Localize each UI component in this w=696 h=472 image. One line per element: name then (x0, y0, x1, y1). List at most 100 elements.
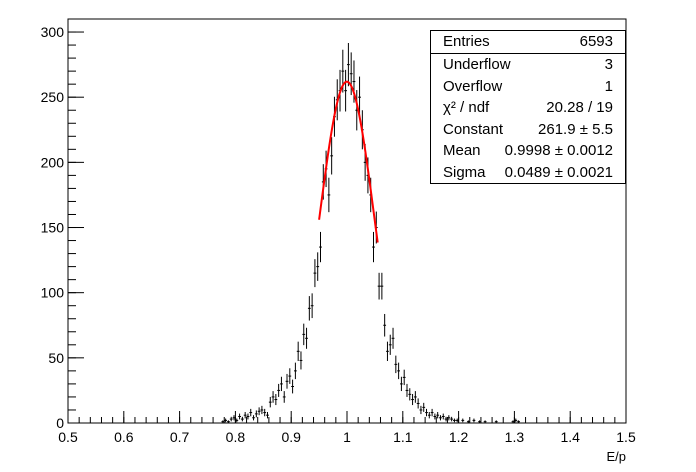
stats-label: Sigma (443, 163, 486, 181)
histogram-point (400, 376, 403, 392)
histogram-point (310, 293, 314, 319)
stats-row-overflow: Overflow 1 (431, 76, 625, 98)
histogram-point (422, 402, 426, 412)
histogram-point (444, 416, 448, 422)
histogram-point (229, 416, 233, 422)
stats-value: 1 (604, 77, 613, 95)
gaussian-fit-curve (318, 80, 379, 243)
x-tick-label: 0.8 (226, 429, 246, 445)
histogram-point (268, 396, 272, 408)
stats-box: Entries 6593 Underflow 3 Overflow 1 χ² /… (430, 30, 626, 184)
histogram-point (240, 416, 244, 422)
histogram-point (221, 420, 225, 423)
histogram-point (402, 369, 406, 386)
stats-label: Underflow (443, 56, 511, 73)
histogram-point (232, 415, 236, 421)
axis-tick-labels: 0.5 0.6 0.7 0.8 0.9 1 1.1 1.2 1.3 1.4 1.5 0 50 100 150… (41, 24, 636, 445)
histogram-point (388, 334, 392, 355)
x-tick-label: 1.4 (560, 429, 580, 445)
histogram-point (511, 420, 515, 423)
histogram-point (397, 362, 401, 380)
histogram-point (439, 415, 442, 421)
histogram-point (441, 413, 445, 420)
histogram-point (296, 341, 300, 361)
histogram-point (243, 411, 247, 419)
histogram-point (478, 420, 481, 423)
histogram-point (302, 323, 306, 346)
histogram-point (453, 418, 456, 423)
histogram-point (327, 177, 331, 213)
histogram-point (483, 420, 487, 423)
histogram-point (450, 416, 454, 422)
y-tick-label: 300 (41, 24, 65, 40)
histogram-point (494, 420, 498, 423)
histogram-point (436, 411, 440, 419)
stats-value: 0.0489 ± 0.0021 (504, 163, 613, 181)
histogram-point (405, 383, 409, 397)
histogram-point (254, 410, 258, 418)
histogram-point (260, 405, 264, 415)
histogram-point (425, 408, 428, 417)
stats-row-entries: Entries 6593 (431, 31, 625, 54)
x-tick-label: 0.6 (114, 429, 134, 445)
histogram-point (347, 43, 350, 87)
histogram-point (277, 383, 281, 397)
stats-value: 6593 (579, 33, 613, 50)
histogram-point (330, 137, 334, 175)
histogram-point (358, 76, 361, 118)
stats-label: χ² / ndf (443, 99, 490, 116)
y-tick-label: 150 (41, 220, 65, 236)
stats-row-sigma: Sigma 0.0489 ± 0.0021 (431, 162, 625, 184)
histogram-point (372, 231, 375, 263)
histogram-point (246, 413, 250, 420)
y-tick-label: 50 (48, 350, 64, 366)
histogram-point (282, 391, 286, 403)
stats-value: 0.9998 ± 0.0012 (504, 142, 613, 159)
stats-value: 261.9 ± 5.5 (538, 120, 613, 138)
histogram-point (394, 355, 398, 374)
histogram-point (319, 231, 322, 263)
stats-row-chi2: χ² / ndf 20.28 / 19 (431, 97, 625, 119)
histogram-point (305, 327, 308, 349)
histogram-point (514, 418, 518, 423)
histogram-point (257, 407, 261, 416)
x-tick-label: 0.7 (170, 429, 190, 445)
stats-label: Entries (443, 33, 490, 50)
stats-value: 20.28 / 19 (546, 99, 613, 116)
y-tick-label: 100 (41, 285, 65, 301)
histogram-point (447, 415, 451, 421)
x-tick-label: 0.9 (281, 429, 301, 445)
histogram-point (271, 391, 275, 403)
histogram-point (316, 252, 320, 281)
histogram-point (227, 420, 230, 423)
stats-label: Mean (443, 142, 481, 159)
x-tick-label: 1.5 (616, 429, 636, 445)
histogram-point (419, 405, 423, 415)
histogram-point (249, 408, 253, 417)
x-tick-label: 1 (343, 429, 351, 445)
histogram-point (266, 411, 269, 419)
histogram-point (427, 411, 431, 419)
histogram-point (517, 420, 520, 423)
histogram-point (291, 379, 294, 394)
histogram-point (293, 362, 297, 380)
histogram-point (461, 418, 465, 423)
histogram-point (285, 373, 289, 389)
stats-row-underflow: Underflow 3 (431, 54, 625, 76)
histogram-point (274, 394, 278, 406)
histogram-point (280, 376, 283, 392)
histogram-point (386, 341, 389, 361)
histogram-point (313, 259, 317, 288)
x-tick-label: 1.1 (393, 429, 413, 445)
histogram-point (433, 413, 437, 420)
x-tick-label: 1.2 (449, 429, 469, 445)
histogram-point (307, 296, 311, 321)
histogram-point (344, 69, 347, 112)
histogram-point (391, 327, 395, 349)
stats-label: Overflow (443, 77, 503, 95)
x-tick-label: 1.3 (505, 429, 525, 445)
y-tick-label: 200 (41, 154, 65, 170)
x-axis-label: E/p (606, 449, 626, 464)
histogram-point (430, 408, 434, 417)
